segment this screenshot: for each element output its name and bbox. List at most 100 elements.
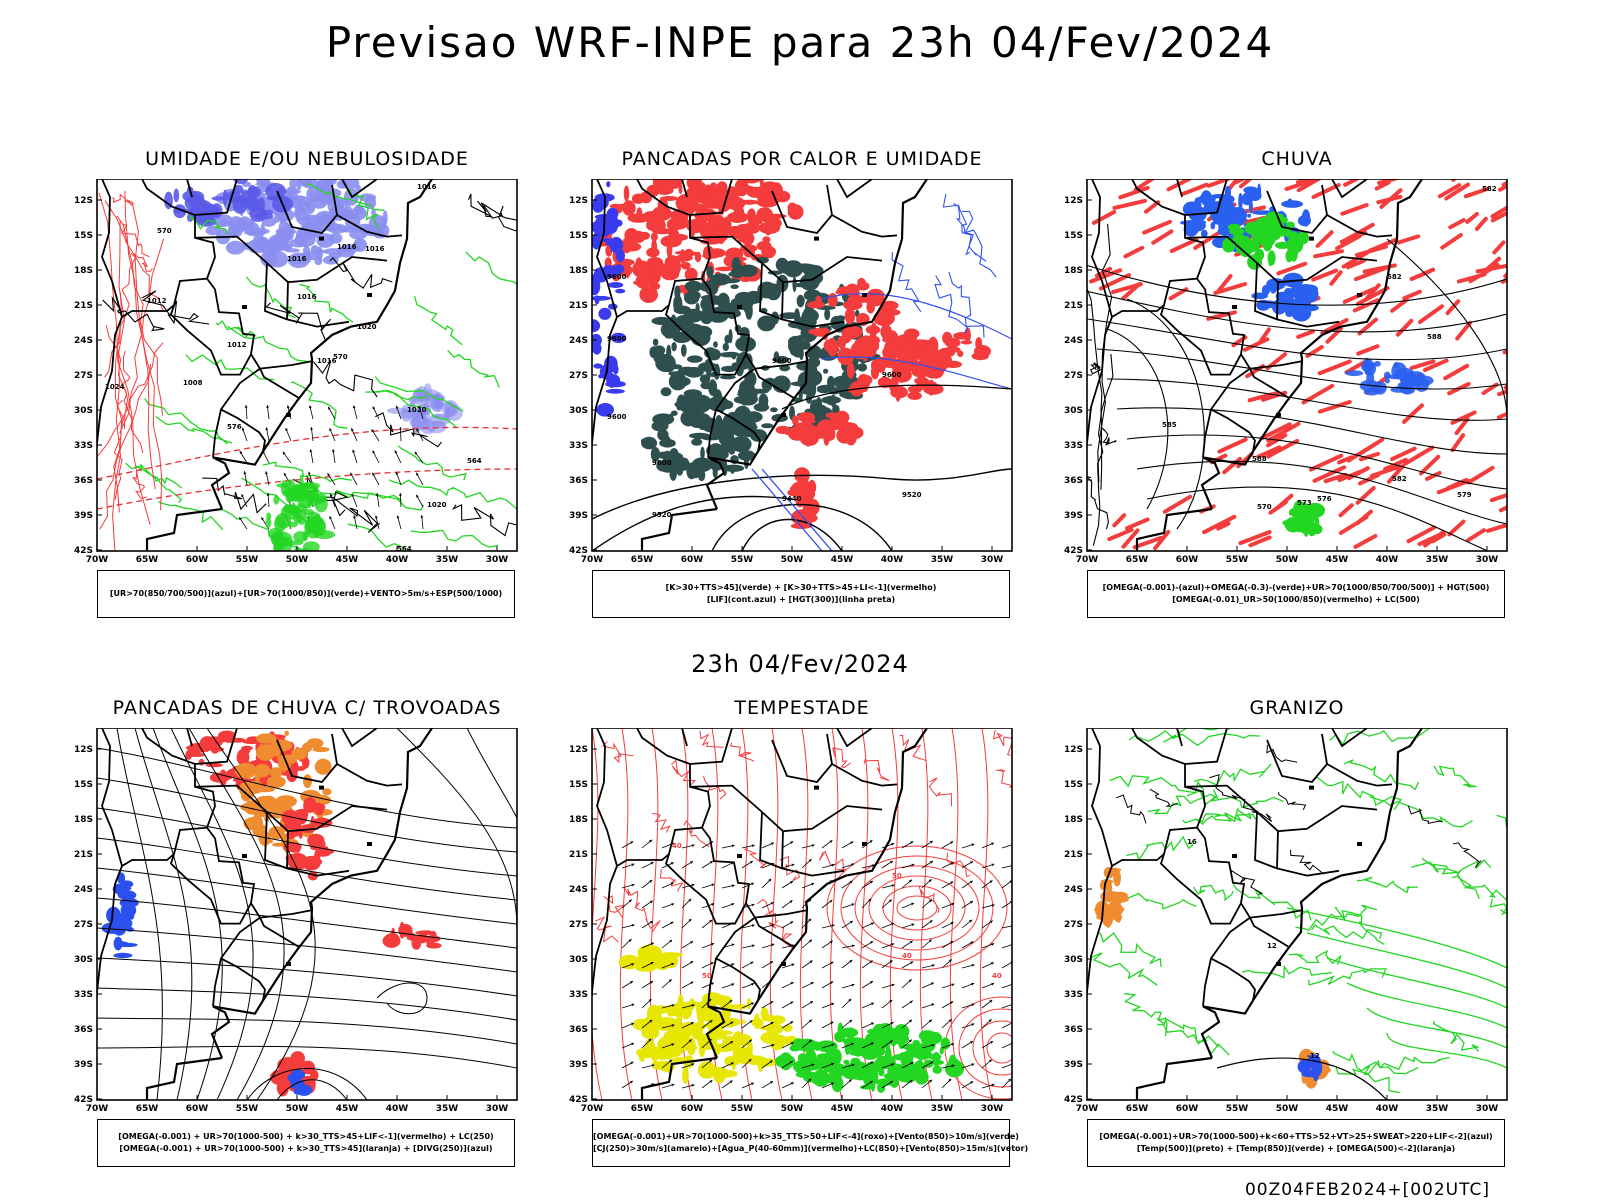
latitude-label: 12S — [74, 196, 93, 206]
longitude-label: 35W — [436, 1104, 459, 1114]
latitude-label: 18S — [74, 266, 93, 276]
panel-title: PANCADAS DE CHUVA C/ TROVOADAS — [112, 697, 502, 719]
latitude-label: 27S — [74, 371, 93, 381]
latitude-label: 21S — [1064, 301, 1083, 311]
latitude-label: 27S — [569, 920, 588, 930]
contour-label: 16 — [1187, 838, 1197, 846]
latitude-label: 15S — [569, 231, 588, 241]
longitude-label: 50W — [1276, 1104, 1299, 1114]
panel-legend: [K>30+TTS>45](verde) + [K>30+TTS>45+LI<-… — [592, 570, 1010, 618]
longitude-label: 50W — [1276, 555, 1299, 565]
contour-label: 9600 — [607, 335, 627, 343]
panel-legend: [OMEGA(-0.001)-(azul)+OMEGA(-0.3)-(verde… — [1087, 570, 1505, 618]
latitude-label: 33S — [1064, 990, 1083, 1000]
contour-label: 50 — [702, 972, 712, 980]
longitude-label: 70W — [86, 1104, 109, 1114]
contour-label: 1008 — [183, 379, 203, 387]
contour-label: 1012 — [147, 297, 167, 305]
longitude-label: 60W — [681, 555, 704, 565]
latitude-label: 15S — [569, 780, 588, 790]
longitude-label: 40W — [1376, 1104, 1399, 1114]
longitude-label: 40W — [386, 1104, 409, 1114]
contour-label: 1020 — [407, 406, 427, 414]
latitude-label: 30S — [569, 406, 588, 416]
longitude-label: 30W — [486, 555, 509, 565]
longitude-label: 45W — [336, 555, 359, 565]
legend-line: [OMEGA(-0.001)-(azul)+OMEGA(-0.3)-(verde… — [1102, 583, 1490, 592]
contour-label: -12 — [1307, 1052, 1320, 1060]
latitude-label: 36S — [74, 1025, 93, 1035]
contour-label: 570 — [333, 353, 348, 361]
contour-label: 1016 — [365, 245, 385, 253]
latitude-label: 21S — [74, 301, 93, 311]
latitude-label: 33S — [569, 990, 588, 1000]
latitude-label: 24S — [569, 885, 588, 895]
longitude-label: 35W — [931, 1104, 954, 1114]
panel-legend: [OMEGA(-0.001)+UR>70(1000-500)+k<60+TTS>… — [1087, 1119, 1505, 1167]
longitude-label: 65W — [1126, 555, 1149, 565]
latitude-label: 12S — [1064, 745, 1083, 755]
latitude-label: 24S — [569, 336, 588, 346]
contour-label: 588 — [1252, 455, 1267, 463]
latitude-label: 30S — [1064, 955, 1083, 965]
forecast-map: -12 16 12 12S 15S 18S 21S 24S 27S 30S 33S 36S 39S 42S… — [1064, 728, 1508, 1114]
latitude-label: 39S — [569, 511, 588, 521]
latitude-label: 24S — [1064, 885, 1083, 895]
latitude-label: 18S — [1064, 815, 1083, 825]
longitude-label: 30W — [981, 1104, 1004, 1114]
longitude-label: 30W — [486, 1104, 509, 1114]
latitude-label: 15S — [74, 780, 93, 790]
longitude-label: 65W — [136, 1104, 159, 1114]
latitude-label: 18S — [1064, 266, 1083, 276]
longitude-label: 70W — [1076, 555, 1099, 565]
contour-label: 9600 — [607, 413, 627, 421]
latitude-label: 27S — [569, 371, 588, 381]
latitude-label: 24S — [74, 885, 93, 895]
longitude-label: 35W — [436, 555, 459, 565]
contour-label: 576 — [1317, 495, 1332, 503]
legend-line: [CJ(250)>30m/s](amarelo)+[Agua_P(40-60mm… — [593, 1144, 1029, 1153]
contour-label: 1012 — [227, 341, 247, 349]
longitude-label: 60W — [681, 1104, 704, 1114]
latitude-label: 18S — [569, 815, 588, 825]
latitude-label: 42S — [569, 1095, 588, 1105]
legend-line: [K>30+TTS>45](verde) + [K>30+TTS>45+LI<-… — [665, 583, 937, 592]
latitude-label: 21S — [74, 850, 93, 860]
contour-label: 1016 — [337, 243, 357, 251]
contour-label: 50 — [892, 872, 902, 880]
latitude-label: 33S — [1064, 441, 1083, 451]
latitude-label: 27S — [1064, 920, 1083, 930]
latitude-label: 21S — [1064, 850, 1083, 860]
latitude-label: 12S — [569, 196, 588, 206]
longitude-label: 45W — [1326, 1104, 1349, 1114]
latitude-label: 33S — [74, 441, 93, 451]
latitude-label: 18S — [569, 266, 588, 276]
latitude-label: 36S — [569, 1025, 588, 1035]
latitude-label: 30S — [74, 955, 93, 965]
latitude-label: 27S — [1064, 371, 1083, 381]
latitude-label: 15S — [1064, 231, 1083, 241]
contour-label: 9440 — [782, 495, 802, 503]
run-identifier: 00Z04FEB2024+[002UTC] — [1244, 1180, 1490, 1200]
panel-title: UMIDADE E/OU NEBULOSIDADE — [145, 148, 469, 170]
contour-label: 564 — [467, 457, 482, 465]
panel-title: TEMPESTADE — [734, 697, 870, 719]
contour-label: 582 — [1387, 273, 1402, 281]
panel-title: CHUVA — [1261, 148, 1333, 170]
latitude-label: 39S — [74, 511, 93, 521]
contour-label: 582 — [1392, 475, 1407, 483]
longitude-label: 35W — [1426, 555, 1449, 565]
forecast-map: 40 50 40 50 40 12S 15S 18S 21S 24S 27S 30S 33S 36S 39S… — [569, 728, 1013, 1114]
contour-label: 9600 — [882, 371, 902, 379]
contour-label: 1024 — [105, 383, 125, 391]
latitude-label: 36S — [74, 476, 93, 486]
contour-label: 40 — [672, 842, 682, 850]
contour-label: 9600 — [652, 459, 672, 467]
longitude-label: 60W — [1176, 555, 1199, 565]
longitude-label: 45W — [1326, 555, 1349, 565]
longitude-label: 55W — [1226, 555, 1249, 565]
longitude-label: 50W — [286, 555, 309, 565]
latitude-label: 36S — [569, 476, 588, 486]
